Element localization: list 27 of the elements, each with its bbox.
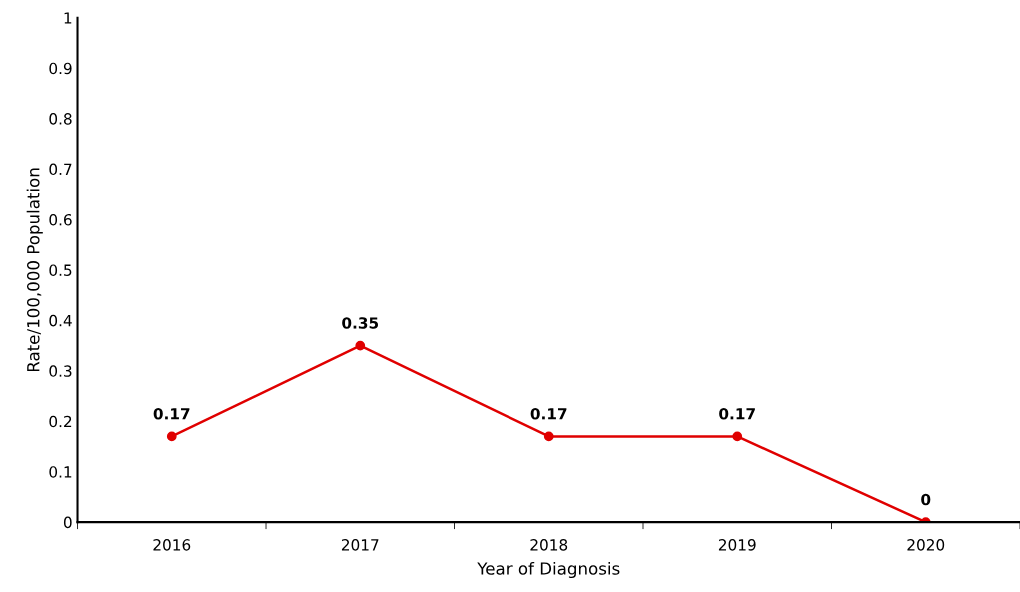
y-tick-label: 0.8 [49, 113, 72, 125]
x-tick-label: 2019 [718, 539, 756, 551]
point [543, 431, 554, 442]
y-tick-label: 0.7 [49, 163, 72, 176]
y-tick-label: 0.2 [49, 415, 72, 428]
y-tick-label: 0.3 [49, 365, 72, 377]
y-tick-label: 0.6 [49, 213, 72, 226]
x-tick-label: 2018 [530, 539, 568, 551]
data-label: 0.17 [530, 407, 567, 420]
x-tick-label: 2020 [907, 539, 945, 551]
x-axis-title: Year of Diagnosis [477, 561, 620, 579]
point [166, 431, 177, 442]
y-axis-title: Rate/100,000 Population [26, 168, 43, 372]
data-label: 0.35 [342, 317, 379, 329]
y-tick-label: 1 [64, 12, 72, 24]
point [355, 340, 366, 351]
y-tick-label: 0 [63, 516, 72, 529]
y-tick-label: 0.5 [49, 264, 72, 276]
y-tick-label: 0.4 [49, 314, 72, 327]
data-label: 0.17 [719, 407, 755, 420]
x-tick-label: 2017 [341, 539, 379, 551]
y-tick-label: 0.1 [49, 466, 72, 478]
point [732, 431, 743, 442]
x-tick-label: 2016 [153, 539, 191, 551]
data-label: 0 [921, 493, 931, 506]
data-label: 0.17 [153, 407, 190, 420]
y-tick-label: 0.9 [49, 62, 72, 75]
